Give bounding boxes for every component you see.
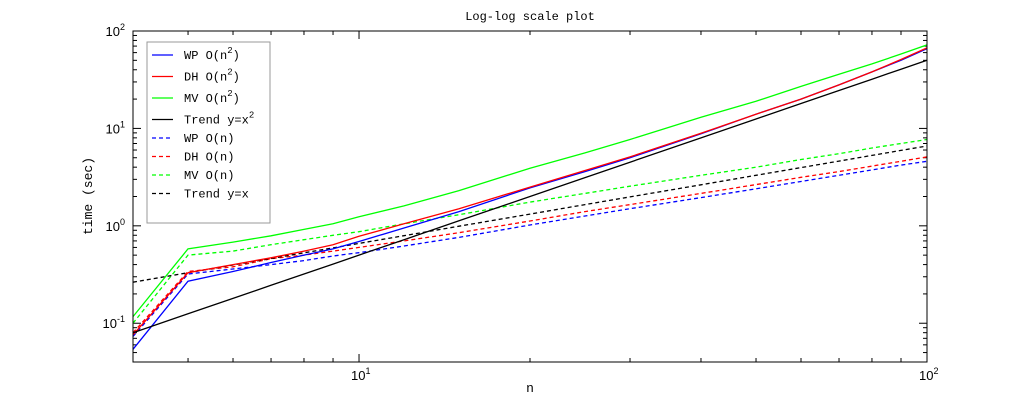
- legend-entry: MV O(n): [184, 169, 234, 183]
- legend-entry: Trend y=x2: [184, 111, 254, 128]
- plot-lines: [132, 44, 928, 350]
- series-line-dh-o-n-: [132, 156, 928, 334]
- series-line-wp-o-n-: [132, 160, 928, 337]
- legend: WP O(n2) DH O(n2) MV O(n2) Trend y=x2 WP O(n…: [146, 41, 271, 224]
- y-tick-label: 101: [106, 119, 125, 136]
- series-line-mv-o-n2-: [132, 44, 928, 318]
- series-line-trend-y-x: [132, 145, 928, 283]
- y-axis-label: time (sec): [81, 157, 96, 235]
- y-tick-label: 102: [106, 22, 125, 39]
- plot-frame: [132, 30, 928, 363]
- legend-entry: DH O(n2): [184, 68, 240, 85]
- legend-entry: WP O(n2): [184, 46, 240, 63]
- y-tick-label: 100: [106, 217, 125, 234]
- x-axis-label: n: [526, 381, 534, 396]
- axis-ticks: 101 102 10-1 100 101 102: [103, 22, 939, 383]
- legend-entry: DH O(n): [184, 151, 234, 165]
- chart-title: Log-log scale plot: [465, 10, 595, 24]
- legend-box: [146, 41, 271, 224]
- legend-entry: WP O(n): [184, 132, 234, 146]
- series-line-mv-o-n-: [132, 138, 928, 324]
- series-line-dh-o-n2-: [132, 47, 928, 336]
- x-tick-label: 101: [351, 366, 370, 383]
- series-line-trend-y-x2: [132, 59, 928, 334]
- x-tick-label: 102: [919, 366, 938, 383]
- legend-entry: Trend y=x: [184, 188, 249, 202]
- legend-entry: MV O(n2): [184, 89, 240, 106]
- y-tick-label: 10-1: [103, 314, 125, 331]
